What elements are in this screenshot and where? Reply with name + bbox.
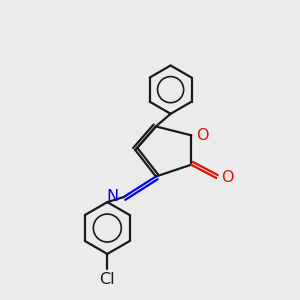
Text: N: N: [106, 189, 119, 204]
Text: O: O: [196, 128, 209, 143]
Text: O: O: [221, 170, 234, 185]
Text: Cl: Cl: [100, 272, 115, 287]
